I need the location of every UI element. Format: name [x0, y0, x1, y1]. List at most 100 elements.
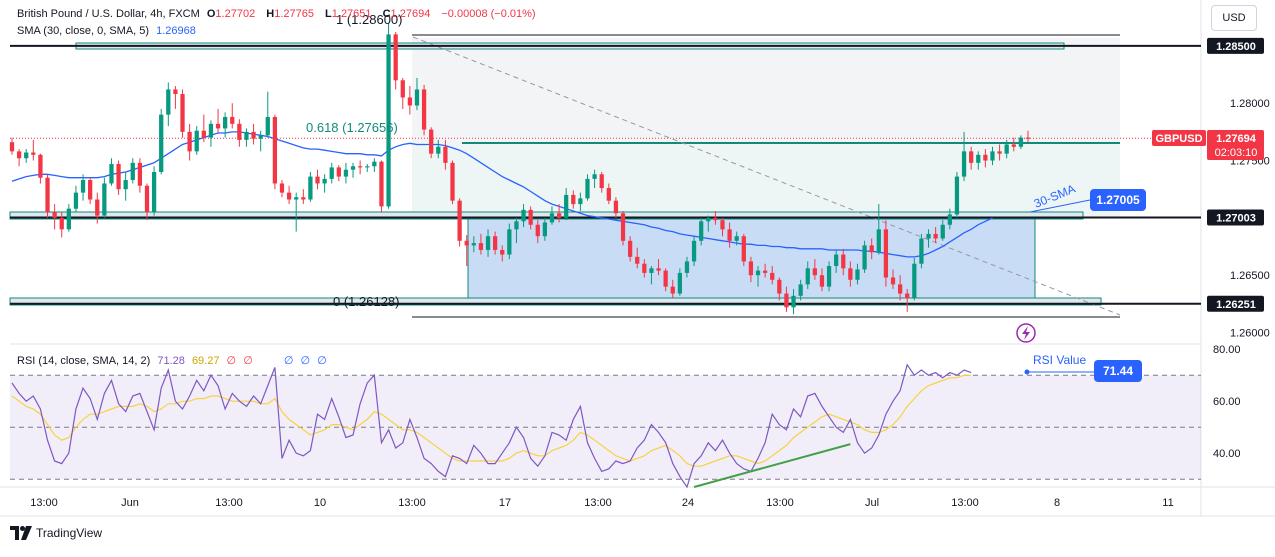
candle — [166, 82, 171, 127]
candle — [244, 128, 249, 147]
candle-body — [386, 34, 391, 207]
candle-body — [1004, 144, 1009, 154]
candle — [421, 84, 427, 136]
rsi-legend-empty-5: ∅ — [317, 355, 327, 367]
candle-body — [31, 152, 36, 155]
candle — [230, 103, 235, 129]
candle — [372, 158, 377, 172]
candle — [514, 217, 519, 244]
candle — [819, 268, 825, 292]
candle — [535, 220, 540, 244]
candle-body — [151, 172, 157, 213]
candle-body — [670, 286, 675, 294]
candle-body — [279, 183, 285, 193]
sma-value-tag — [1090, 189, 1146, 211]
candle — [457, 198, 462, 247]
candle — [905, 288, 910, 312]
candle-body — [791, 295, 796, 308]
candle-body — [635, 256, 640, 264]
candle — [770, 266, 775, 285]
candle — [258, 130, 263, 152]
current-price-tag — [1207, 130, 1264, 160]
candle — [578, 192, 583, 211]
candle — [343, 162, 349, 184]
candle-body — [421, 89, 427, 130]
candle — [897, 275, 903, 301]
candle-body — [976, 154, 981, 163]
candle-body — [372, 161, 377, 167]
candle — [862, 240, 867, 273]
candle-body — [684, 261, 690, 273]
candle-body — [784, 293, 789, 308]
currency-button[interactable]: USD — [1211, 5, 1257, 31]
candle — [414, 77, 420, 111]
candle — [627, 236, 633, 262]
candle-body — [691, 240, 697, 262]
candle — [336, 165, 341, 182]
fib-0-label: 0 (1.26128) — [333, 294, 400, 309]
candle — [223, 112, 228, 138]
candle — [890, 269, 896, 289]
candle-body — [599, 174, 604, 189]
candle-body — [95, 199, 100, 216]
candle-body — [237, 123, 242, 140]
candle-body — [507, 229, 512, 255]
event-bolt-icon[interactable] — [1016, 323, 1036, 343]
fib-1-label: 1 (1.28600) — [336, 12, 403, 27]
candle-body — [59, 217, 64, 230]
candle — [194, 126, 199, 155]
candle-body — [336, 167, 341, 177]
candle-body — [294, 197, 299, 200]
candle — [201, 114, 206, 143]
candle-body — [230, 116, 235, 124]
candle-body — [258, 135, 263, 139]
candle — [137, 158, 143, 193]
rsi-legend[interactable]: RSI (14, close, SMA, 14, 2) 71.28 69.27 … — [17, 354, 331, 367]
rsi-value-tag-text: 71.44 — [1103, 364, 1133, 378]
support-band-low — [9, 297, 1102, 306]
candle-body — [549, 213, 555, 223]
bolt-glyph-icon — [1022, 326, 1030, 340]
candle — [9, 137, 15, 155]
candle — [592, 169, 597, 189]
candle — [713, 210, 718, 225]
candle — [95, 192, 100, 224]
candle — [599, 172, 604, 193]
candle-body — [741, 236, 746, 262]
candle — [564, 188, 569, 221]
candle-body — [983, 154, 988, 161]
candle — [940, 220, 945, 241]
candle-body — [130, 162, 135, 181]
rsi-tick-label: 60.00 — [1213, 396, 1241, 408]
candle — [329, 162, 334, 184]
candle — [251, 123, 256, 145]
candle — [80, 174, 86, 201]
candle — [805, 261, 810, 289]
candle — [59, 212, 64, 238]
candle-body — [706, 217, 711, 222]
candle-body — [777, 279, 782, 294]
candle — [301, 189, 306, 205]
level-tag-text-resistance: 1.28500 — [1216, 41, 1256, 53]
candle — [571, 190, 576, 209]
candle-body — [9, 142, 15, 152]
sma-legend[interactable]: SMA (30, close, 0, SMA, 5) 1.26968 — [17, 25, 200, 37]
candle — [407, 86, 413, 115]
mid-range-zone — [412, 142, 1120, 217]
candle-body — [890, 277, 896, 285]
rsi-line — [11, 363, 972, 489]
candle — [386, 22, 391, 209]
candle-body — [961, 151, 967, 177]
candle — [997, 144, 1002, 161]
candle — [549, 206, 555, 225]
sma-legend-label: SMA (30, close, 0, SMA, 5) — [17, 25, 150, 37]
candle-body — [244, 131, 249, 140]
candle — [187, 123, 192, 161]
candle-body — [990, 151, 995, 161]
rsi-ma-legend-value: 69.27 — [191, 355, 220, 367]
tradingview-logo[interactable]: TradingView — [10, 526, 102, 540]
price-change: −0.00008 (−0.01%) — [441, 8, 536, 20]
candle — [912, 258, 917, 301]
candle-body — [897, 284, 903, 294]
candle-body — [606, 188, 611, 201]
